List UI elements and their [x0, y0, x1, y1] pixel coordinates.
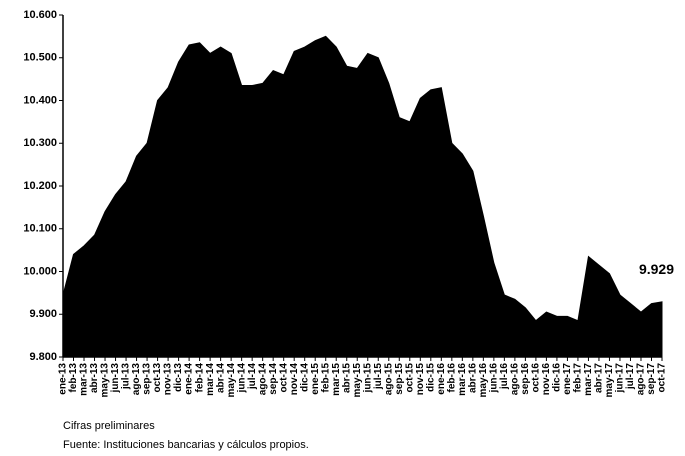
- x-tick-label: ene-15: [310, 363, 321, 395]
- x-tick-label: oct-17: [657, 363, 668, 393]
- x-tick-label: jul-14: [247, 363, 258, 391]
- x-tick-label: ene-16: [436, 363, 447, 395]
- x-tick-label: oct-13: [152, 363, 163, 393]
- x-tick-label: jun-16: [489, 363, 500, 394]
- x-tick-label: may-15: [352, 363, 363, 398]
- x-tick-label: dic-14: [299, 363, 310, 392]
- x-tick-label: jul-17: [625, 363, 636, 391]
- x-tick-label: ene-14: [184, 363, 195, 395]
- x-tick-label: jun-13: [110, 363, 121, 394]
- y-tick-label: 10.400: [23, 94, 57, 106]
- x-tick-label: sep-17: [646, 363, 657, 395]
- x-tick-label: oct-16: [531, 363, 542, 393]
- x-tick-label: ago-14: [257, 363, 268, 396]
- x-tick-label: jun-17: [615, 363, 626, 394]
- x-tick-label: feb-15: [320, 363, 331, 393]
- x-tick-label: may-14: [226, 363, 237, 398]
- x-tick-label: feb-17: [573, 363, 584, 393]
- area: [62, 35, 663, 358]
- x-tick-label: abr-14: [215, 363, 226, 393]
- x-tick-label: sep-13: [142, 363, 153, 395]
- y-tick-label: 10.500: [23, 52, 57, 64]
- x-tick-label: sep-15: [394, 363, 405, 395]
- y-tick-label: 10.600: [23, 9, 57, 21]
- x-tick-label: jun-14: [236, 363, 247, 394]
- x-tick-label: feb-14: [194, 363, 205, 393]
- x-tick-label: nov-15: [415, 363, 426, 396]
- x-tick-label: dic-15: [425, 363, 436, 392]
- x-tick-label: ene-13: [58, 363, 69, 395]
- y-tick-label: 10.200: [23, 180, 57, 192]
- x-tick-label: abr-13: [89, 363, 100, 393]
- x-tick-label: feb-16: [446, 363, 457, 393]
- x-tick-label: mar-15: [331, 363, 342, 396]
- x-tick-label: jul-13: [121, 363, 132, 391]
- x-tick-label: dic-16: [552, 363, 563, 392]
- value-label: 9.929: [639, 261, 674, 277]
- x-tick-label: mar-17: [583, 363, 594, 396]
- x-tick-label: ago-17: [636, 363, 647, 396]
- x-tick-label: jul-15: [373, 363, 384, 391]
- x-tick-label: may-17: [604, 363, 615, 398]
- x-tick-label: may-16: [478, 363, 489, 398]
- x-tick-label: dic-13: [173, 363, 184, 392]
- x-tick-label: nov-16: [541, 363, 552, 396]
- x-tick-label: ago-16: [510, 363, 521, 396]
- x-tick-label: abr-15: [341, 363, 352, 393]
- note: Cifras preliminares: [63, 420, 155, 432]
- note: Fuente: Instituciones bancarias y cálcul…: [63, 439, 309, 451]
- x-tick-label: ene-17: [562, 363, 573, 395]
- x-tick-label: ago-13: [131, 363, 142, 396]
- x-tick-label: may-13: [100, 363, 111, 398]
- y-tick-label: 9.900: [29, 308, 57, 320]
- x-tick-label: jun-15: [362, 363, 373, 394]
- x-tick-label: abr-16: [467, 363, 478, 393]
- x-tick-label: abr-17: [594, 363, 605, 393]
- x-tick-label: oct-15: [404, 363, 415, 393]
- x-tick-label: sep-16: [520, 363, 531, 395]
- y-tick-label: 10.000: [23, 265, 57, 277]
- y-tick-label: 10.300: [23, 137, 57, 149]
- x-tick-label: feb-13: [68, 363, 79, 393]
- x-tick-label: ago-15: [383, 363, 394, 396]
- x-tick-label: nov-13: [163, 363, 174, 396]
- x-tick-label: oct-14: [278, 363, 289, 393]
- x-tick-label: sep-14: [268, 363, 279, 395]
- x-tick-label: mar-16: [457, 363, 468, 396]
- x-tick-label: nov-14: [289, 363, 300, 396]
- y-tick-label: 10.100: [23, 223, 57, 235]
- y-tick-label: 9.800: [29, 351, 57, 363]
- x-tick-label: mar-14: [205, 363, 216, 396]
- x-tick-label: mar-13: [79, 363, 90, 396]
- x-tick-label: jul-16: [499, 363, 510, 391]
